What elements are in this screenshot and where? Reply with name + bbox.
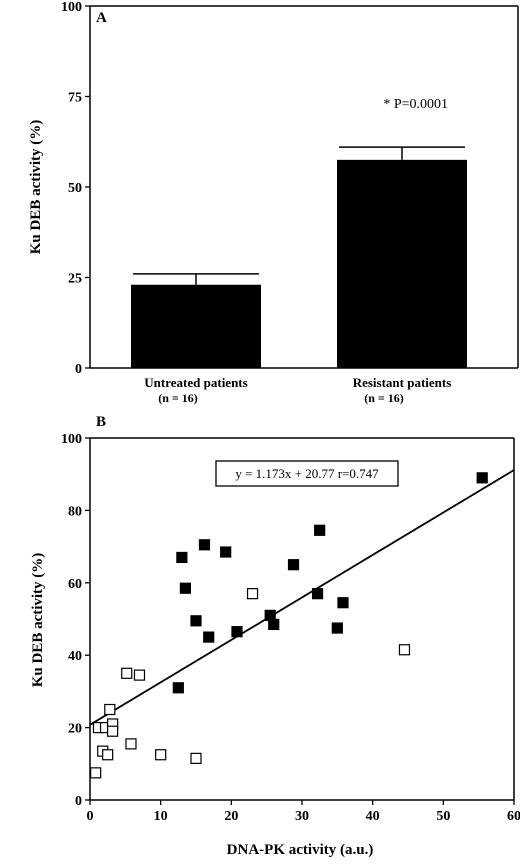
panel-b-y-tick-label: 80: [68, 504, 82, 519]
untreated-patient-point: [102, 749, 114, 761]
panel-b-x-tick-label: 50: [436, 809, 450, 824]
untreated-patient-point: [125, 738, 137, 750]
panel-a-bar: [337, 159, 467, 368]
panel-a-category-label: Untreated patients: [144, 375, 247, 390]
resistant-patient-point: [203, 631, 215, 643]
resistant-patient-point: [331, 622, 343, 634]
resistant-patient-point: [190, 615, 202, 627]
panel-a-bars: [131, 146, 467, 368]
panel-a-bar: [131, 284, 261, 368]
panel-b-x-tick-label: 30: [295, 809, 309, 824]
resistant-patient-point: [198, 539, 211, 551]
untreated-patient-point: [90, 767, 102, 779]
panel-a-y-tick-label: 25: [68, 272, 82, 287]
panel-a-y-tick-label: 0: [75, 362, 82, 377]
resistant-patient-point: [314, 524, 326, 536]
resistant-patient-point: [287, 559, 300, 571]
panel-b-regression: [89, 469, 515, 726]
panel-a-label: A: [96, 10, 107, 26]
resistant-patient-point: [476, 472, 488, 484]
panel-a-bar-chart: A Ku DEB activity (%) * P=0.0001 0 25 50 75…: [28, 0, 519, 405]
resistant-patient-point: [220, 546, 232, 558]
regression-line: [89, 469, 515, 726]
untreated-patient-point: [155, 749, 167, 761]
panel-b-label: B: [96, 414, 106, 430]
panel-b-y-tick-label: 20: [68, 722, 82, 737]
resistant-patient-point: [176, 551, 188, 564]
resistant-patient-point: [172, 682, 184, 694]
regression-equation-label: y = 1.173x + 20.77 r=0.747: [235, 466, 379, 481]
panel-b-y-tick-label: 40: [68, 649, 82, 664]
untreated-patient-point: [246, 588, 259, 600]
panel-b-axes: 0 20 40 60 80 100 0 10 20 30 40 50 60: [61, 432, 520, 824]
panel-a-category-count: (n = 16): [364, 391, 404, 405]
untreated-patient-point: [104, 703, 116, 716]
untreated-patient-point: [107, 725, 119, 737]
resistant-patient-point: [337, 597, 349, 609]
untreated-patient-point: [398, 644, 411, 656]
resistant-patient-point: [311, 588, 324, 600]
panel-b-x-tick-label: 20: [224, 809, 238, 824]
panel-b-x-tick-label: 40: [366, 809, 380, 824]
panel-a-significance-annotation: * P=0.0001: [383, 97, 448, 112]
panel-a-category-count: (n = 16): [158, 391, 198, 405]
untreated-patient-point: [190, 752, 202, 764]
resistant-patient-point: [268, 618, 280, 631]
panel-a-category-label: Resistant patients: [353, 375, 452, 390]
panel-b-x-tick-label: 60: [507, 809, 520, 824]
panel-a-y-tick-label: 50: [68, 181, 82, 196]
panel-b-scatter-chart: B y = 1.173x + 20.77 r=0.747 Ku DEB acti…: [30, 414, 520, 858]
panel-b-x-tick-label: 10: [154, 809, 168, 824]
panel-b-x-axis-title: DNA-PK activity (a.u.): [227, 842, 374, 858]
panel-b-y-tick-label: 60: [68, 577, 82, 592]
equation-box: [215, 460, 399, 487]
panel-b-y-axis-title: Ku DEB activity (%): [30, 553, 46, 688]
panel-a-y-tick-label: 75: [68, 91, 82, 106]
untreated-patient-point: [121, 667, 133, 679]
panel-b-points: [90, 472, 488, 779]
resistant-patient-point: [179, 582, 191, 594]
panel-a-y-tick-label: 100: [61, 0, 82, 15]
panel-b-y-tick-label: 0: [75, 794, 82, 809]
panel-b-y-tick-label: 100: [61, 432, 82, 447]
untreated-patient-point: [133, 669, 146, 681]
panel-a-category-labels: Untreated patients(n = 16)Resistant pati…: [144, 375, 451, 405]
resistant-patient-point: [231, 626, 243, 638]
panel-a-y-axis-title: Ku DEB activity (%): [28, 120, 44, 255]
panel-b-x-tick-label: 0: [87, 809, 94, 824]
